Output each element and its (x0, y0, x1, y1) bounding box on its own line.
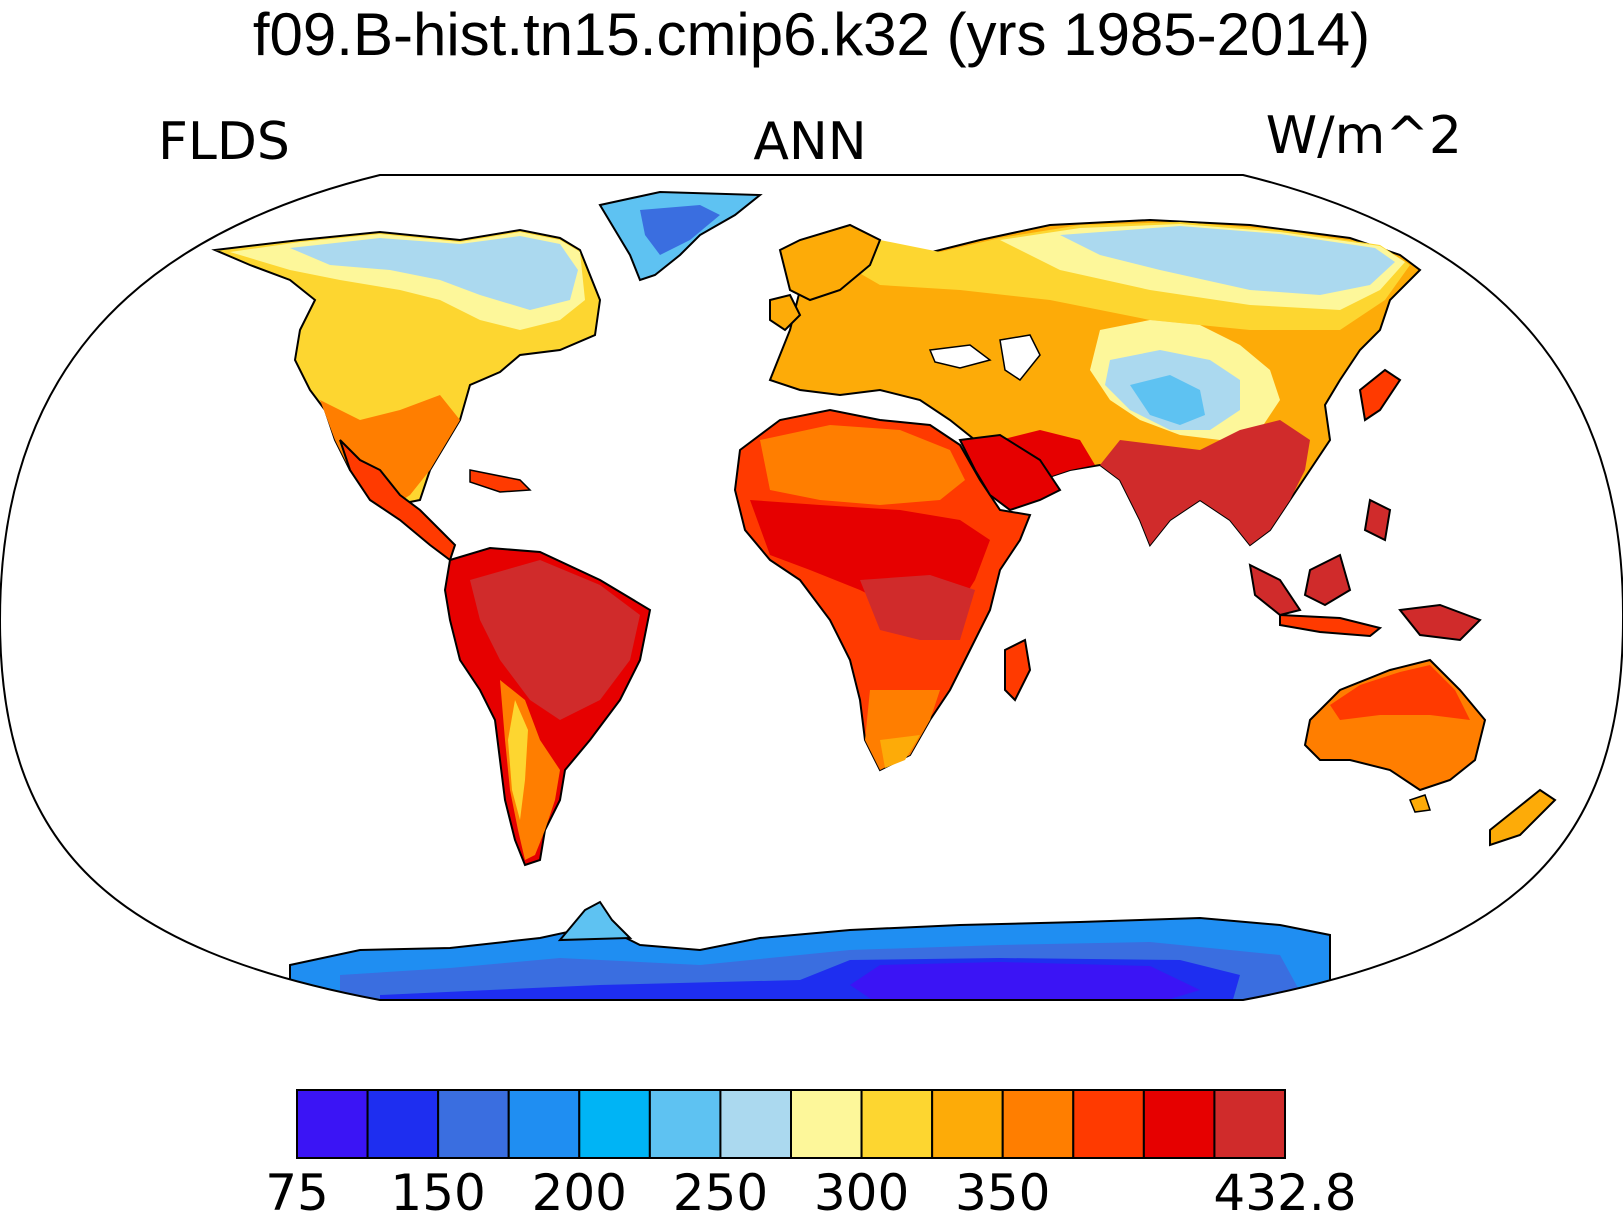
eurasia (768, 218, 1422, 547)
colorbar-box (860, 1089, 934, 1159)
africa (733, 408, 1032, 772)
variable-label: FLDS (158, 112, 290, 172)
colorbar-tick-label: 250 (672, 1164, 769, 1222)
colorbar-box (507, 1089, 581, 1159)
colorbar-box (931, 1089, 1004, 1159)
world-map (0, 174, 1623, 1001)
units-label: W/m^2 (1265, 106, 1462, 166)
season-label: ANN (753, 112, 867, 172)
japan (1358, 368, 1402, 422)
maritime-southeast-asia (1248, 498, 1482, 642)
colorbar-box (1142, 1089, 1216, 1159)
plot-title: f09.B-hist.tn15.cmip6.k32 (yrs 1985-2014… (252, 1, 1371, 68)
north-america (211, 228, 602, 562)
colorbar-box (296, 1089, 369, 1159)
colorbar-tick-label: 75 (265, 1164, 329, 1222)
colorbar-box (578, 1089, 651, 1159)
colorbar-box (1072, 1089, 1145, 1159)
colorbar-tick-label: 300 (813, 1164, 910, 1222)
colorbar (296, 1089, 1286, 1159)
colorbar-box (366, 1089, 440, 1159)
antarctica (289, 900, 1331, 1000)
colorbar-box (648, 1089, 722, 1159)
arabia (958, 433, 1062, 512)
colorbar-tick-label: 200 (531, 1164, 627, 1222)
australia (1303, 658, 1487, 813)
colorbar-tick-label: 350 (954, 1164, 1051, 1222)
colorbar-box (790, 1089, 863, 1159)
colorbar-tick-label: 150 (390, 1164, 486, 1222)
colorbar-box (437, 1089, 510, 1159)
map-boundary (0, 174, 1623, 1001)
colorbar-tick-label: 432.8 (1213, 1164, 1357, 1222)
colorbar-box (1213, 1089, 1286, 1159)
new-zealand (1489, 788, 1557, 847)
south-america (443, 546, 652, 867)
colorbar-box (1001, 1089, 1075, 1159)
colorbar-box (719, 1089, 792, 1159)
